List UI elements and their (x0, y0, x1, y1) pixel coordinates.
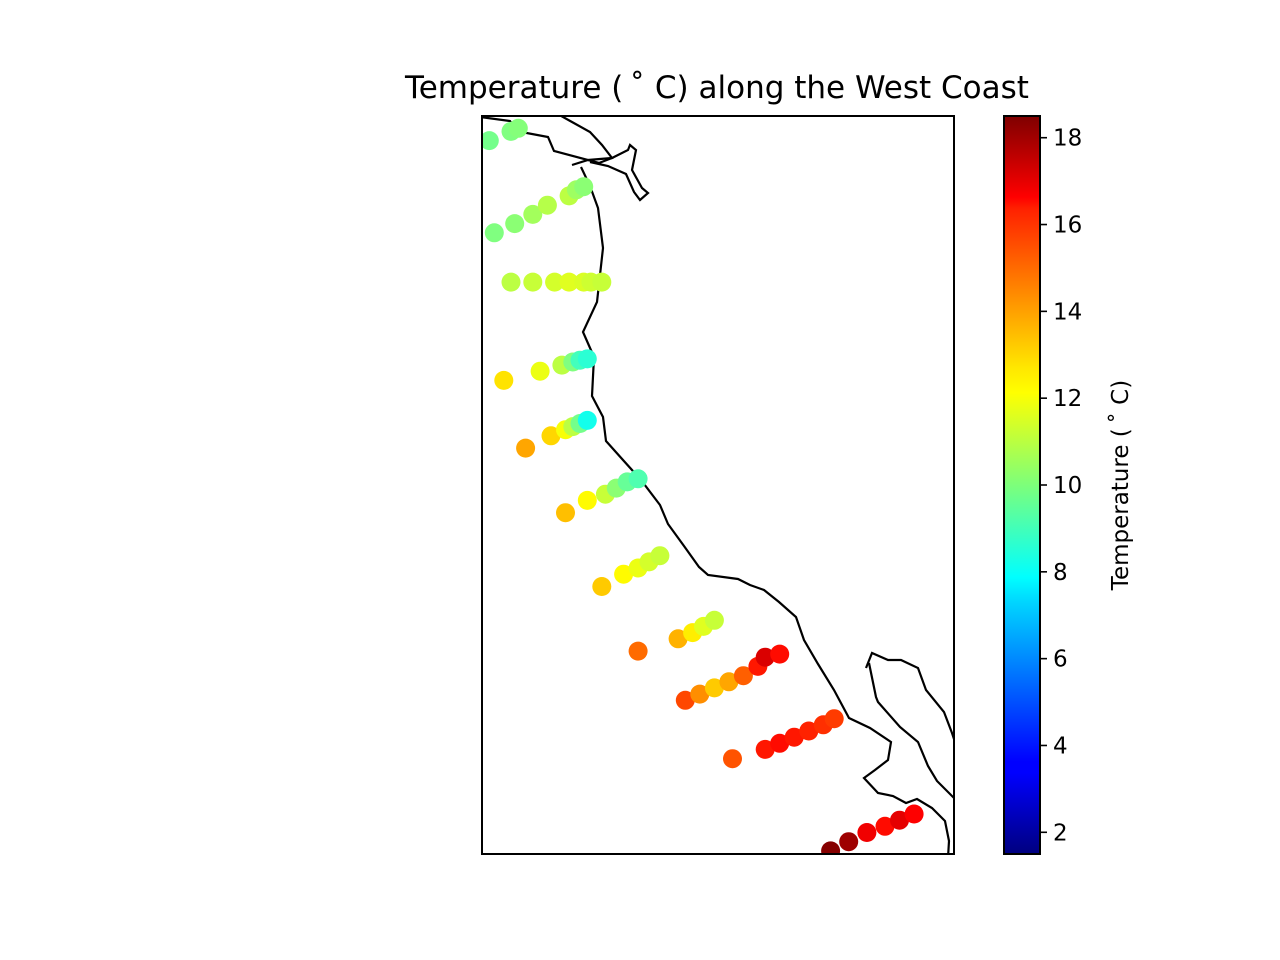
colorbar: 2 4 6 8 10 12 14 16 18 Temperature ( ˚ C) (1003, 115, 1134, 855)
data-point (614, 564, 634, 584)
data-point (592, 272, 612, 292)
data-point (912, 903, 931, 922)
colorbar-label: Temperature ( ˚ C) (1107, 380, 1134, 591)
colorbar-tick-label: 14 (1053, 299, 1082, 325)
data-point (482, 131, 499, 151)
data-point (508, 118, 528, 138)
colorbar-gradient (1004, 116, 1040, 854)
data-point (875, 816, 895, 836)
data-point (556, 503, 575, 523)
data-point (577, 349, 597, 369)
data-point (824, 709, 844, 729)
data-point (897, 909, 916, 928)
coastline-south-ridge (864, 651, 954, 743)
data-point (945, 894, 964, 913)
data-point (857, 823, 877, 842)
chart-title: Temperature ( ˚ C) along the West Coast (404, 70, 1029, 106)
scatter-points (482, 118, 989, 928)
data-point (905, 906, 924, 925)
coastline-south-inner (867, 662, 954, 800)
colorbar-tick-label: 16 (1053, 213, 1082, 239)
data-point (628, 641, 648, 661)
data-point (530, 361, 550, 381)
colorbar-tick-label: 10 (1053, 473, 1082, 499)
data-point (516, 438, 536, 458)
data-point (770, 644, 790, 664)
data-point (523, 204, 543, 224)
data-point (690, 684, 710, 704)
data-point (577, 410, 597, 430)
data-point (523, 272, 543, 292)
data-point (755, 739, 775, 759)
colorbar-tick-label: 4 (1053, 733, 1068, 759)
data-point (537, 195, 557, 215)
data-point (577, 490, 597, 510)
colorbar-tick-label: 6 (1053, 647, 1068, 673)
data-point (675, 690, 695, 710)
data-point (821, 841, 841, 854)
data-point (559, 272, 579, 292)
data-point (799, 721, 819, 741)
colorbar-tick-label: 18 (1053, 126, 1082, 152)
data-point (719, 672, 739, 692)
island-north (571, 143, 650, 202)
data-point (934, 897, 953, 916)
map-frame (481, 115, 955, 855)
coastline-group (482, 116, 954, 854)
colorbar-ticks: 2 4 6 8 10 12 14 16 18 (1040, 126, 1082, 846)
data-point (733, 666, 753, 686)
data-point (704, 678, 724, 698)
data-point (592, 577, 612, 596)
data-point (959, 885, 978, 904)
map-background (482, 116, 954, 854)
data-point (668, 629, 688, 649)
colorbar-tick-label: 12 (1053, 386, 1082, 412)
data-point (628, 469, 648, 489)
coastline-main (580, 166, 951, 854)
data-point (784, 727, 804, 747)
map-axes (481, 115, 989, 928)
data-point (723, 749, 742, 769)
data-point (501, 272, 521, 292)
data-point (904, 804, 924, 824)
data-point (541, 426, 561, 446)
data-point (494, 370, 514, 390)
data-point (704, 610, 724, 630)
colorbar-tick-label: 2 (1053, 820, 1068, 846)
data-point (923, 900, 942, 919)
data-point (484, 223, 504, 243)
data-point (890, 810, 909, 830)
data-point (505, 214, 525, 234)
data-point (839, 832, 859, 852)
colorbar-tick-label: 8 (1053, 560, 1068, 586)
data-point (545, 272, 565, 292)
data-point (770, 733, 790, 753)
data-point (755, 647, 775, 667)
data-point (970, 878, 989, 897)
data-point (650, 546, 670, 566)
data-point (574, 177, 594, 197)
